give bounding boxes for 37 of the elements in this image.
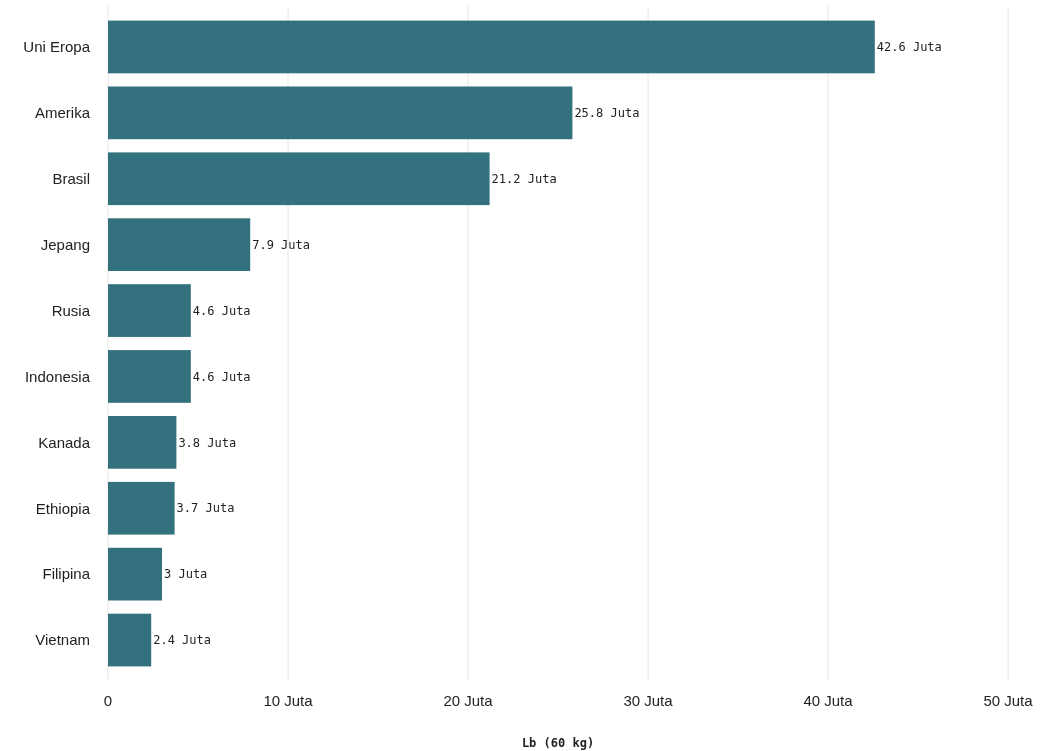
x-tick-label: 0 bbox=[103, 692, 113, 709]
x-tick-label: 40 Juta bbox=[803, 692, 854, 709]
y-tick-label: Rusia bbox=[51, 301, 91, 319]
x-tick-label: 30 Juta bbox=[623, 692, 674, 709]
data-label: 21.2 Juta bbox=[491, 171, 557, 186]
data-label: 7.9 Juta bbox=[252, 237, 310, 252]
bar bbox=[108, 152, 490, 206]
x-tick-label: 50 Juta bbox=[983, 692, 1034, 709]
y-tick-label: Kanada bbox=[38, 433, 91, 451]
data-label: 42.6 Juta bbox=[876, 40, 942, 55]
y-tick-label: Jepang bbox=[40, 235, 90, 253]
data-label: 3.7 Juta bbox=[176, 501, 235, 516]
data-label: 25.8 Juta bbox=[574, 106, 640, 121]
y-tick-label: Filipina bbox=[42, 565, 91, 583]
y-tick-label: Uni Eropa bbox=[23, 38, 91, 56]
bar bbox=[108, 86, 573, 140]
y-tick-label: Indonesia bbox=[24, 367, 91, 385]
y-tick-label: Brasil bbox=[52, 170, 90, 187]
bar bbox=[108, 20, 875, 74]
bar bbox=[108, 415, 177, 469]
data-label: 2.4 Juta bbox=[153, 633, 211, 648]
bar bbox=[108, 481, 175, 535]
data-label: 4.6 Juta bbox=[192, 369, 251, 384]
x-tick-label: 10 Juta bbox=[263, 692, 314, 709]
bar bbox=[108, 350, 191, 403]
data-label: 3.8 Juta bbox=[178, 435, 237, 450]
bar bbox=[108, 284, 191, 337]
bar bbox=[108, 613, 152, 667]
y-tick-label: Amerika bbox=[34, 104, 91, 122]
x-axis-title: Lb (60 kg) bbox=[521, 736, 595, 750]
bar bbox=[108, 218, 251, 272]
y-tick-label: Ethiopia bbox=[35, 499, 91, 517]
x-tick-label: 20 Juta bbox=[443, 692, 494, 709]
data-label: 4.6 Juta bbox=[192, 303, 251, 318]
bar bbox=[108, 547, 162, 601]
y-tick-label: Vietnam bbox=[35, 631, 90, 649]
data-label: 3 Juta bbox=[164, 567, 208, 582]
